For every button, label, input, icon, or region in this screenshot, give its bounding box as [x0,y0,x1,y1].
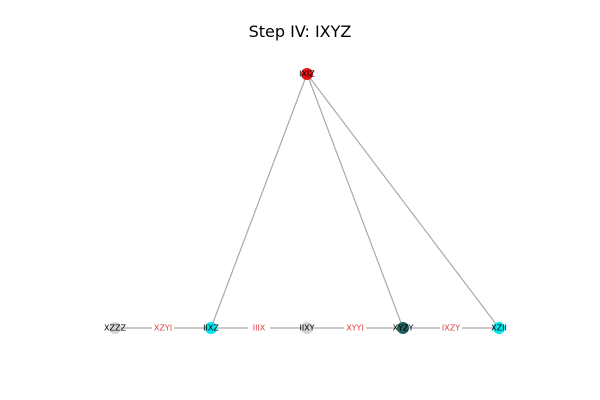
node-xyzy [397,322,409,334]
edge-label: IIIX [253,324,266,333]
figure-title: Step IV: IXYZ [248,22,352,41]
node-label-xzzz: XZZZ [104,324,126,333]
edges-layer [115,73,500,329]
node-iixz [205,322,217,334]
edge-label: IXZY [442,324,460,333]
node-xzii [493,322,505,334]
edge-ixiz-iixz [210,73,308,329]
node-label-iixy: IIXY [299,324,314,333]
edge-label: XYYI [346,324,364,333]
node-ixiz [301,68,313,80]
node-xzzz [109,322,121,334]
edge-ixiz-xzii [306,73,500,329]
node-labels-layer: IXIZ XZZZ IIXZ IIXY XYZY XZII [104,70,507,333]
edge-label: XZYI [154,324,172,333]
node-label-ixiz: IXIZ [299,70,315,79]
edge-label-background [248,323,270,333]
node-label-xzii: XZII [491,324,507,333]
edge-label-background [344,323,366,333]
edge-labels-layer: XZYI IIIX XYYI IXZY [152,323,462,333]
edge-label-background [152,323,174,333]
node-label-xyzy: XYZY [393,324,414,333]
edge-label-background [440,323,462,333]
nodes-layer [109,68,505,334]
node-label-iixz: IIXZ [203,324,219,333]
node-iixy [301,322,313,334]
edge-ixiz-xyzy [306,73,404,329]
